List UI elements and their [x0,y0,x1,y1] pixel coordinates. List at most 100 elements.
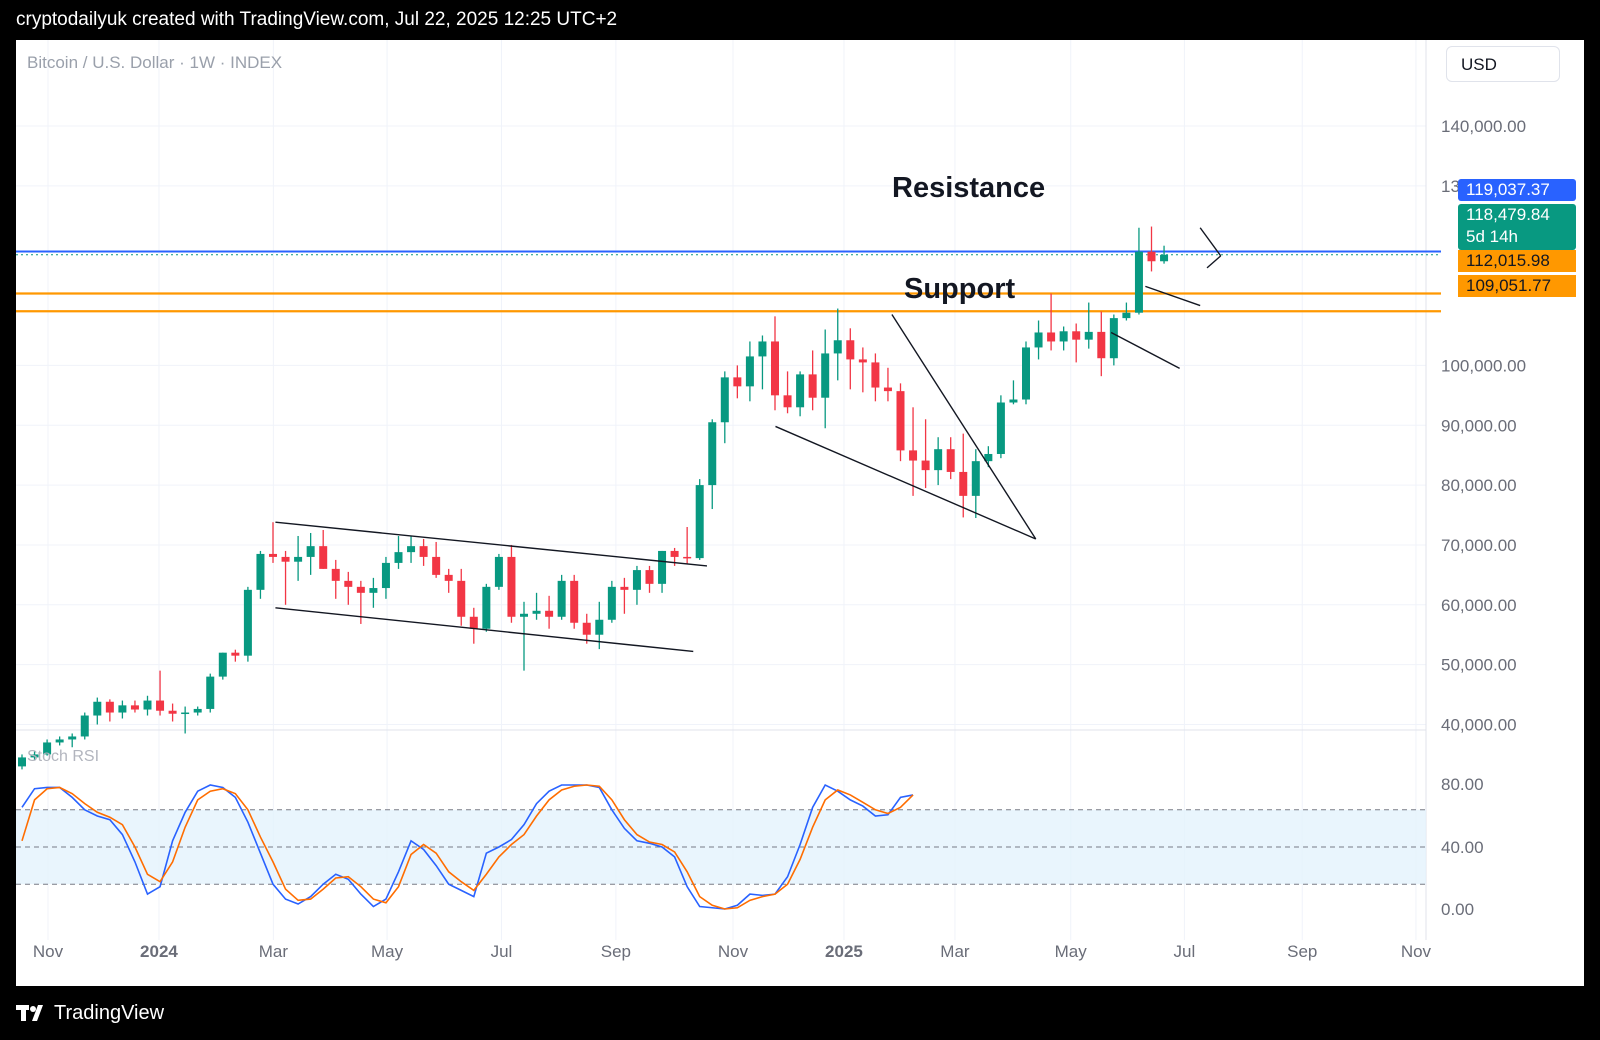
candle [394,535,403,569]
candle-body [43,742,52,755]
candle-body [256,553,265,590]
candle-body [808,374,817,398]
bar-countdown: 5d 14h [1466,227,1518,246]
candle [206,673,215,713]
candle-body [582,622,591,635]
grid-layer [16,40,1427,940]
candle [557,574,566,620]
candle [582,613,591,644]
candle [758,335,767,390]
tradingview-logo-icon [16,1005,43,1021]
currency-button[interactable]: USD [1446,46,1560,82]
candle-body [520,613,528,617]
candle-body [846,340,855,360]
x-tick-label: May [1055,942,1088,961]
candle-body [18,757,26,767]
candle-body [243,589,252,656]
candle-body [595,619,604,635]
candle [745,341,754,402]
candle-body [971,461,980,496]
candle-body [959,471,968,496]
falling-wedge-2025-line [775,425,1037,540]
y-tick-label: 140,000.00 [1441,117,1526,136]
candle-body [218,652,227,677]
candle [520,601,528,671]
candle [570,574,579,629]
candle-body [156,700,165,711]
candle [708,419,717,510]
level-layer [16,250,1441,313]
candle-body [369,588,378,593]
pennant-2025-line [1199,227,1222,257]
candle [281,550,290,605]
bull-flag-2025-line [1145,285,1201,307]
candle-body [432,556,441,575]
candle [243,586,252,662]
attribution-bar: cryptodailyuk created with TradingView.c… [0,0,1600,40]
candle-body [507,556,516,617]
candle-body [645,570,654,584]
y-tick-label: 60,000.00 [1441,596,1517,615]
candle-body [984,453,993,462]
candle [934,437,943,486]
candle [55,736,64,746]
candle-body [344,580,353,587]
candle [909,407,918,496]
candle-body [896,391,905,451]
candle [645,565,654,593]
y-tick-label: 70,000.00 [1441,536,1517,555]
candle [996,395,1005,459]
chart-canvas[interactable]: Nov 2024 Mar May Jul Sep Nov 2025 Mar May Jul Sep No… [16,40,1584,986]
candle-body [1059,331,1068,342]
candle [419,538,428,566]
symbol-title: Bitcoin / U.S. Dollar · 1W · INDEX [27,53,283,72]
candle [381,556,390,599]
candle-body [419,546,428,557]
candle [808,350,817,411]
stoch-d-line [21,784,914,910]
tradingview-brand: TradingView [54,1001,165,1024]
chart-frame[interactable]: Nov 2024 Mar May Jul Sep Nov 2025 Mar May Jul Sep No… [16,40,1584,986]
candle-body [708,422,717,486]
x-tick-label: Sep [1287,942,1317,961]
y-tick-label: 100,000.00 [1441,356,1526,375]
candle [218,652,227,680]
candle [771,316,779,411]
resistance-price-value: 119,037.37 [1466,180,1550,199]
candle-body [1122,312,1131,319]
candle-body [557,580,566,617]
candle-body [231,652,240,656]
candle [80,712,89,740]
candle [783,371,792,414]
candle-body [745,356,754,387]
candle-body [607,586,616,620]
candle [457,568,466,626]
candle [369,577,378,608]
candle [607,580,616,623]
candle [43,739,52,756]
candle-body [1109,318,1118,359]
candle-body [821,353,830,398]
candle-body [269,553,277,557]
pattern-layer [275,227,1222,653]
x-tick-label: Sep [601,942,631,961]
candle-body [858,359,867,363]
candle-body [796,374,805,408]
tradingview-logo[interactable]: TradingView [16,999,164,1027]
candle [1072,323,1081,363]
candle-body [1134,251,1143,313]
candle-body [93,701,102,716]
candle [695,479,704,560]
candle-body [68,736,77,740]
candle [545,595,554,629]
candle-body [921,460,930,471]
candle [1160,245,1169,264]
candle-body [783,395,792,408]
stoch-tick-label: 40.00 [1441,838,1484,857]
candle-body [946,449,955,472]
candle-body [1084,331,1093,340]
candle [68,733,77,748]
candle-body [30,754,39,758]
candle-body [1160,254,1169,262]
candle-body [1022,347,1030,400]
